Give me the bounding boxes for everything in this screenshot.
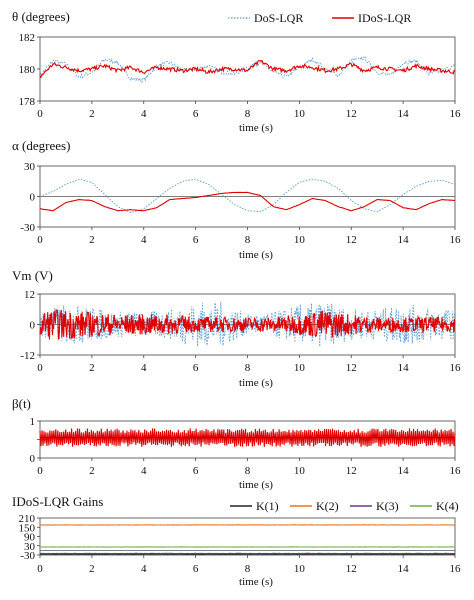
y-axis-label: θ (degrees) xyxy=(12,9,70,24)
x-tick-label: 4 xyxy=(141,465,147,477)
x-tick-label: 10 xyxy=(294,108,306,120)
series-line-dos-lqr xyxy=(39,55,456,84)
x-tick-label: 0 xyxy=(37,465,43,477)
y-tick-label: 30 xyxy=(24,541,36,553)
legend-label: IDoS-LQR xyxy=(358,11,411,25)
x-tick-label: 6 xyxy=(193,234,199,246)
legend-label: K(1) xyxy=(256,499,279,513)
y-tick-label: 90 xyxy=(24,532,36,544)
x-tick-label: 8 xyxy=(245,563,251,575)
y-tick-label: 0 xyxy=(30,320,36,332)
x-tick-label: 10 xyxy=(294,563,306,575)
y-axis-label: IDoS-LQR Gains xyxy=(12,494,103,509)
y-tick-label: -12 xyxy=(20,350,35,362)
x-tick-label: 12 xyxy=(346,362,357,374)
y-axis-label: α (degrees) xyxy=(12,138,70,153)
x-tick-label: 2 xyxy=(89,563,95,575)
series-line-idos-lqr xyxy=(39,191,456,212)
y-tick-label: 150 xyxy=(19,522,36,534)
x-tick-label: 16 xyxy=(450,234,462,246)
x-tick-label: 6 xyxy=(193,563,199,575)
x-axis-label: time (s) xyxy=(239,249,273,261)
x-tick-label: 2 xyxy=(89,465,95,477)
series-line-idos-lqr xyxy=(39,309,456,341)
chart-panel-1: 178 180 182 0 2 4 6 8 10 12 14 16 θ (degrees) time (s… xyxy=(12,9,461,134)
x-tick-label: 4 xyxy=(141,362,147,374)
series-line-dos-lqr xyxy=(39,301,456,347)
x-tick-label: 8 xyxy=(245,108,251,120)
series-line-dos-lqr xyxy=(39,178,456,214)
x-tick-label: 16 xyxy=(450,465,462,477)
legend-label: K(3) xyxy=(376,499,399,513)
x-axis-label: time (s) xyxy=(239,479,273,491)
x-tick-label: 16 xyxy=(450,563,462,575)
y-tick-label: 30 xyxy=(24,161,36,173)
y-tick-label: 182 xyxy=(19,32,36,44)
y-tick-label: 0 xyxy=(30,453,36,465)
y-tick-label: 180 xyxy=(19,64,36,76)
legend-label: DoS-LQR xyxy=(254,11,303,25)
x-tick-label: 14 xyxy=(398,362,410,374)
series-line-idos-lqr xyxy=(39,59,456,79)
x-tick-label: 14 xyxy=(398,108,410,120)
x-tick-label: 14 xyxy=(398,465,410,477)
x-tick-label: 8 xyxy=(245,465,251,477)
x-tick-label: 4 xyxy=(141,234,147,246)
y-tick-label: -30 xyxy=(20,550,35,562)
x-tick-label: 10 xyxy=(294,362,306,374)
plot-frame xyxy=(39,517,456,556)
x-tick-label: 4 xyxy=(141,563,147,575)
chart-panel-4: 010 2 4 6 8 10 12 14 16β(t)time (s) xyxy=(12,396,461,491)
y-tick-label: 210 xyxy=(19,513,36,525)
x-tick-label: 10 xyxy=(294,465,306,477)
legend-label: K(2) xyxy=(316,499,339,513)
x-tick-label: 12 xyxy=(346,234,357,246)
y-tick-label: 178 xyxy=(19,96,36,108)
x-tick-label: 6 xyxy=(193,108,199,120)
x-tick-label: 4 xyxy=(141,108,147,120)
x-tick-label: 0 xyxy=(37,362,43,374)
x-axis-label: time (s) xyxy=(239,377,273,389)
x-axis-label: time (s) xyxy=(239,122,273,134)
y-tick-label: 1 xyxy=(30,416,36,428)
y-axis-label: Vm (V) xyxy=(12,268,53,283)
x-tick-label: 0 xyxy=(37,563,43,575)
x-tick-label: 10 xyxy=(294,234,306,246)
x-tick-label: 2 xyxy=(89,362,95,374)
x-tick-label: 8 xyxy=(245,362,251,374)
x-tick-label: 8 xyxy=(245,234,251,246)
y-tick-label: 12 xyxy=(24,289,35,301)
x-tick-label: 6 xyxy=(193,362,199,374)
y-axis-label: β(t) xyxy=(12,396,31,411)
x-tick-label: 14 xyxy=(398,563,410,575)
x-tick-label: 6 xyxy=(193,465,199,477)
x-tick-label: 12 xyxy=(346,108,357,120)
x-tick-label: 2 xyxy=(89,234,95,246)
x-tick-label: 12 xyxy=(346,563,357,575)
y-tick-label: -30 xyxy=(20,222,35,234)
x-tick-label: 2 xyxy=(89,108,95,120)
y-tick-label: 0 xyxy=(30,192,36,204)
x-tick-label: 14 xyxy=(398,234,410,246)
x-tick-label: 12 xyxy=(346,465,357,477)
x-tick-label: 16 xyxy=(450,362,462,374)
legend-label: K(4) xyxy=(436,499,459,513)
x-tick-label: 0 xyxy=(37,234,43,246)
x-axis-label: time (s) xyxy=(239,576,273,588)
x-tick-label: 0 xyxy=(37,108,43,120)
x-tick-label: 16 xyxy=(450,108,462,120)
series-line-idos-lqr xyxy=(39,428,456,447)
